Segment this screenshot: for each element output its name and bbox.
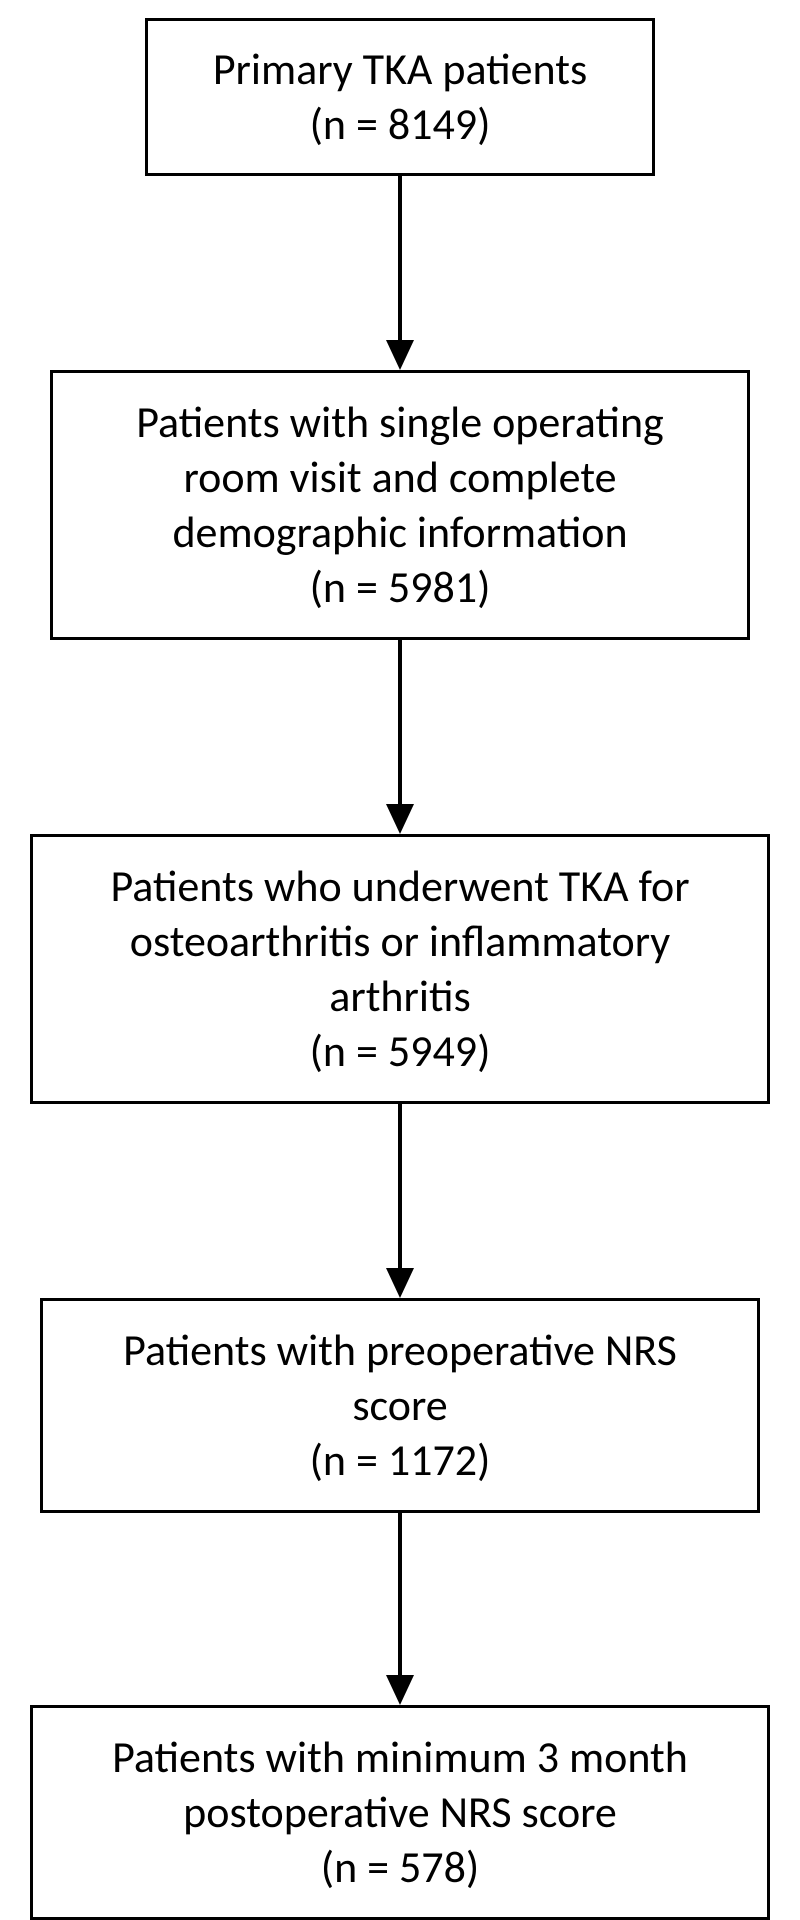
flowchart-canvas: Primary TKA patients (n = 8149) Patients…: [0, 0, 800, 1838]
flow-node-label: Patients with single operating room visi…: [136, 395, 664, 615]
flow-arrow: [380, 640, 420, 834]
flow-node-label: Patients with preoperative NRS score (n …: [123, 1323, 677, 1488]
flow-arrow: [380, 1104, 420, 1298]
flow-node: Patients with minimum 3 month postoperat…: [30, 1705, 770, 1920]
flow-node: Patients who underwent TKA for osteoarth…: [30, 834, 770, 1104]
flow-arrow: [380, 176, 420, 370]
flow-node: Patients with preoperative NRS score (n …: [40, 1298, 760, 1513]
flow-node: Patients with single operating room visi…: [50, 370, 750, 640]
flow-node-label: Primary TKA patients (n = 8149): [213, 42, 587, 152]
flow-arrow: [380, 1513, 420, 1705]
flow-node: Primary TKA patients (n = 8149): [145, 18, 655, 176]
flow-node-label: Patients who underwent TKA for osteoarth…: [110, 859, 689, 1079]
flow-node-label: Patients with minimum 3 month postoperat…: [112, 1730, 688, 1895]
